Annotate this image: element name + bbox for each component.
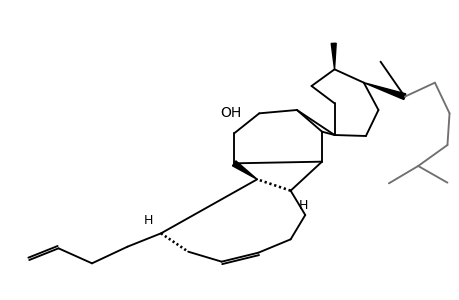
Text: OH: OH (219, 106, 241, 120)
Polygon shape (232, 161, 257, 179)
Text: H: H (298, 199, 308, 212)
Polygon shape (363, 83, 405, 100)
Text: H: H (143, 214, 153, 227)
Polygon shape (330, 43, 336, 69)
